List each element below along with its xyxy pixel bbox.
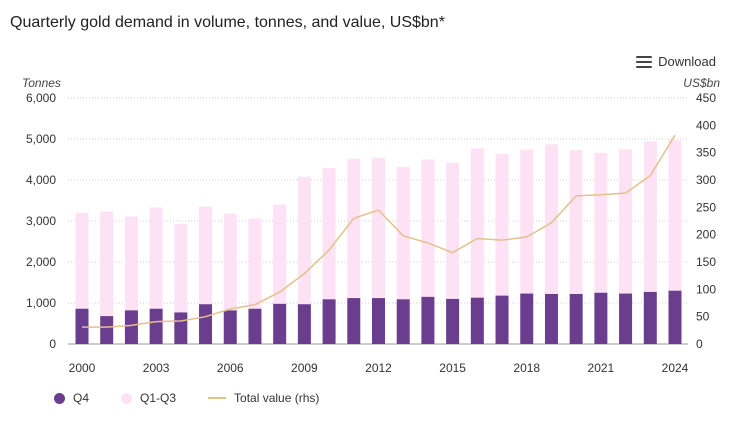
- menu-icon: [636, 55, 653, 68]
- bar-q4: [569, 293, 583, 344]
- left-tick-label: 6,000: [26, 91, 56, 105]
- x-tick-label: 2003: [143, 361, 170, 375]
- left-tick-label: 4,000: [26, 173, 56, 187]
- chart-title: Quarterly gold demand in volume, tonnes,…: [10, 14, 445, 31]
- legend-item-q4: Q4: [54, 391, 89, 405]
- left-tick-label: 5,000: [26, 132, 56, 146]
- legend-swatch-total-value: [208, 397, 227, 399]
- download-label: Download: [658, 54, 716, 69]
- bar-q1q3: [149, 207, 163, 309]
- bar-q4: [619, 293, 633, 344]
- right-tick-label: 250: [696, 200, 716, 214]
- x-tick-label: 2018: [513, 361, 540, 375]
- bar-q4: [643, 291, 657, 344]
- x-tick-label: 2021: [588, 361, 615, 375]
- legend-swatch-q4: [54, 392, 65, 404]
- bar-q1q3: [470, 148, 484, 298]
- right-tick-label: 450: [696, 91, 716, 105]
- legend-item-total-value: Total value (rhs): [208, 391, 319, 405]
- chart-legend: Q4 Q1-Q3 Total value (rhs): [54, 391, 351, 405]
- right-tick-label: 300: [696, 173, 716, 187]
- bar-q4: [495, 295, 509, 344]
- legend-item-q1q3: Q1-Q3: [121, 391, 176, 405]
- bar-q4: [124, 310, 138, 344]
- bar-q1q3: [124, 216, 138, 311]
- bar-q1q3: [446, 162, 460, 299]
- bar-q1q3: [594, 152, 608, 293]
- bar-q1q3: [619, 149, 633, 294]
- bar-q4: [273, 303, 287, 344]
- bar-q4: [322, 299, 336, 344]
- bar-q4: [594, 292, 608, 344]
- chart-area: 0 1,000 2,000 3,000 4,000 5,000 6,000 0 50 100 150…: [22, 76, 720, 375]
- bar-q1q3: [174, 223, 188, 313]
- right-tick-label: 400: [696, 118, 716, 132]
- legend-label-total-value: Total value (rhs): [234, 391, 320, 405]
- bar-q1q3: [643, 141, 657, 292]
- bar-q1q3: [347, 158, 361, 299]
- x-tick-label: 2024: [662, 361, 689, 375]
- left-tick-label: 3,000: [26, 214, 56, 228]
- bar-q4: [223, 310, 237, 344]
- bar-q4: [470, 297, 484, 344]
- bar-q4: [372, 298, 385, 344]
- bar-q1q3: [223, 213, 237, 311]
- download-button[interactable]: Download: [636, 54, 716, 69]
- right-tick-label: 0: [696, 337, 703, 351]
- x-tick-label: 2006: [217, 361, 244, 375]
- bar-q1q3: [495, 153, 509, 296]
- bar-q4: [248, 308, 262, 344]
- bar-q1q3: [100, 211, 114, 317]
- bar-q1q3: [322, 168, 336, 300]
- legend-label-q1q3: Q1-Q3: [140, 391, 177, 405]
- x-tick-label: 2012: [365, 361, 392, 375]
- right-tick-label: 100: [696, 282, 716, 296]
- bar-q4: [544, 293, 558, 344]
- bar-q1q3: [668, 140, 682, 291]
- bar-q1q3: [75, 212, 89, 309]
- bar-q1q3: [199, 206, 213, 305]
- total-value-line: [82, 134, 676, 328]
- left-tick-label: 2,000: [26, 255, 56, 269]
- bar-q1q3: [297, 176, 311, 305]
- x-tick-label: 2000: [69, 361, 96, 375]
- right-tick-label: 150: [696, 255, 716, 269]
- x-tick-label: 2015: [439, 361, 466, 375]
- right-tick-label: 200: [696, 228, 716, 242]
- bar-q4: [347, 298, 361, 344]
- legend-swatch-q1q3: [121, 392, 133, 404]
- right-tick-label: 50: [696, 310, 710, 324]
- bar-q4: [520, 293, 534, 344]
- bar-q1q3: [248, 218, 262, 309]
- bar-q4: [297, 304, 311, 344]
- right-axis-label: US$bn: [683, 76, 720, 90]
- bar-q4: [668, 290, 682, 344]
- left-axis-label: Tonnes: [22, 76, 61, 90]
- bar-q4: [199, 304, 213, 344]
- bar-q1q3: [569, 150, 583, 294]
- bar-q1q3: [544, 144, 558, 294]
- bar-q1q3: [421, 159, 435, 297]
- bar-q4: [396, 299, 410, 344]
- bar-q4: [149, 308, 163, 344]
- left-tick-label: 0: [49, 337, 56, 351]
- bar-q4: [174, 312, 188, 344]
- x-tick-label: 2009: [291, 361, 318, 375]
- bar-q4: [100, 316, 114, 344]
- bar-q1q3: [372, 157, 385, 299]
- bar-q1q3: [396, 166, 410, 300]
- bar-q1q3: [273, 204, 287, 304]
- bar-q4: [446, 298, 460, 344]
- legend-label-q4: Q4: [73, 391, 90, 405]
- bar-q4: [421, 296, 435, 344]
- bar-q1q3: [520, 149, 534, 294]
- right-tick-label: 350: [696, 146, 716, 160]
- left-tick-label: 1,000: [26, 296, 56, 310]
